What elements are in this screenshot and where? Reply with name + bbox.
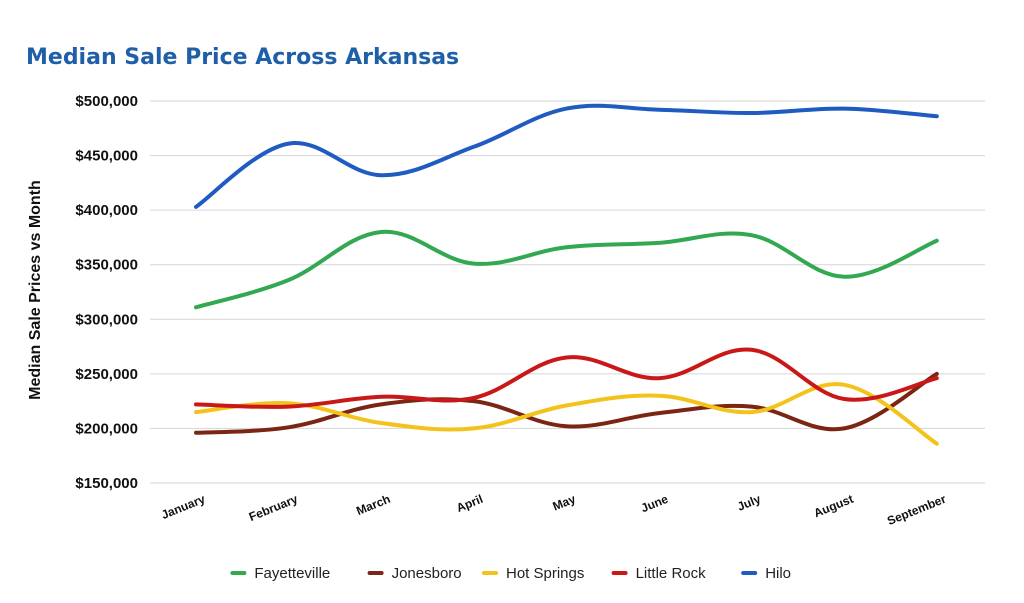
y-tick-label: $400,000 [75, 202, 138, 219]
legend-label: Little Rock [636, 565, 707, 582]
legend-item-little-rock: Little Rock [611, 565, 707, 582]
chart-title: Median Sale Price Across Arkansas [26, 45, 459, 70]
x-tick-label: July [735, 492, 763, 514]
x-tick-label: August [812, 492, 856, 520]
series-line-jonesboro [194, 371, 939, 435]
x-tick-label: September [885, 492, 948, 528]
y-tick-label: $500,000 [75, 93, 138, 110]
legend-label: Hot Springs [506, 565, 584, 582]
legend-item-jonesboro: Jonesboro [367, 565, 462, 582]
x-tick-label: May [551, 492, 578, 514]
x-tick-label: June [639, 492, 671, 516]
y-tick-label: $200,000 [75, 420, 138, 437]
y-tick-label: $450,000 [75, 148, 138, 165]
legend-label: Hilo [765, 565, 791, 582]
legend-label: Jonesboro [392, 565, 462, 582]
y-tick-label: $250,000 [75, 366, 138, 383]
y-tick-label: $300,000 [75, 311, 138, 328]
x-tick-label: February [247, 492, 300, 524]
y-tick-label: $150,000 [75, 475, 138, 492]
y-axis-label: Median Sale Prices vs Month [27, 180, 44, 400]
series-line-fayetteville [194, 229, 939, 310]
legend-item-hilo: Hilo [741, 565, 791, 582]
x-tick-label: April [454, 492, 485, 515]
legend-item-fayetteville: Fayetteville [230, 565, 330, 582]
series-line-little-rock [194, 347, 939, 409]
series-lines [194, 103, 939, 446]
x-tick-label: March [354, 492, 392, 518]
y-axis-ticks: $150,000 $200,000 $250,000 $300,000 $350,000… [75, 93, 138, 492]
series-line-hilo [194, 103, 939, 209]
y-tick-label: $350,000 [75, 257, 138, 274]
legend-item-hot-springs: Hot Springs [482, 565, 584, 582]
x-tick-label: January [159, 492, 207, 522]
legend: Fayetteville Jonesboro Hot Springs Little R… [230, 565, 791, 582]
series-line-hot-springs [194, 382, 939, 446]
legend-label: Fayetteville [254, 565, 330, 582]
x-axis-ticks: January February March April May June July Augu… [159, 492, 948, 528]
